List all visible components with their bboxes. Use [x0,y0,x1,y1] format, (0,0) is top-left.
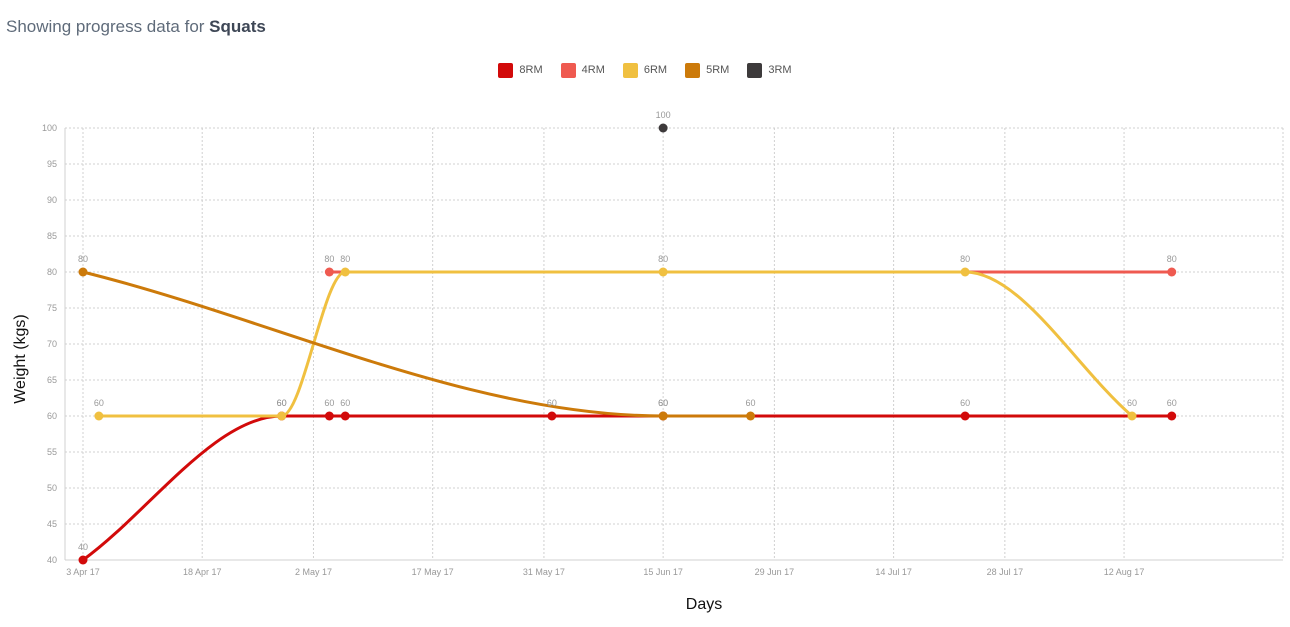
data-label: 60 [547,398,557,408]
legend-label: 5RM [706,64,730,76]
data-point [658,411,668,421]
y-tick-label: 70 [47,339,57,349]
legend-item-8rm[interactable]: 8RM [498,60,543,80]
data-point [1167,411,1177,421]
x-tick-label: 28 Jul 17 [987,567,1024,577]
y-tick-label: 90 [47,195,57,205]
series-6rm [94,267,1137,421]
legend-item-6rm[interactable]: 6RM [622,60,668,80]
legend-swatch [747,62,763,78]
x-tick-label: 29 Jun 17 [755,567,795,577]
data-point [324,411,334,421]
y-tick-label: 45 [47,519,57,529]
data-point [277,411,287,421]
y-tick-label: 65 [47,375,57,385]
data-label: 60 [324,398,334,408]
x-tick-label: 2 May 17 [295,567,332,577]
data-label: 60 [658,398,668,408]
legend-swatch [622,62,638,78]
data-point [658,267,668,277]
legend-label: 8RM [519,64,543,76]
data-label: 60 [340,398,350,408]
data-point [547,411,557,421]
x-tick-label: 12 Aug 17 [1104,567,1145,577]
legend-label: 6RM [643,64,668,76]
data-label: 60 [277,398,287,408]
legend-swatch [685,62,701,78]
data-point [94,411,104,421]
series-3rm [658,123,668,133]
data-label: 80 [960,254,970,264]
data-label: 100 [656,110,671,120]
data-point [960,411,970,421]
data-point [960,267,970,277]
legend-item-4rm[interactable]: 4RM [560,60,605,80]
data-label: 60 [1127,398,1137,408]
x-tick-label: 14 Jul 17 [875,567,912,577]
data-label: 80 [658,254,668,264]
data-label: 60 [94,398,104,408]
y-tick-label: 50 [47,483,57,493]
data-point [78,555,88,565]
data-label: 80 [78,254,88,264]
y-tick-label: 40 [47,555,57,565]
data-point [78,267,88,277]
y-tick-label: 80 [47,267,57,277]
data-point [340,267,350,277]
series-8rm [78,411,1177,565]
data-point [658,123,668,133]
y-tick-label: 60 [47,411,57,421]
legend-swatch [498,62,514,78]
y-tick-label: 95 [47,159,57,169]
chart-legend: 8RM 4RM 6RM 5RM 3RM [0,60,1290,80]
y-tick-label: 100 [42,123,57,133]
x-tick-label: 15 Jun 17 [643,567,683,577]
x-tick-label: 17 May 17 [412,567,454,577]
data-point [324,267,334,277]
data-point [340,411,350,421]
title-prefix: Showing progress data for [6,17,210,36]
data-label: 60 [746,398,756,408]
data-label: 80 [1167,254,1177,264]
data-point [1167,267,1177,277]
data-label: 60 [658,398,668,408]
data-label: 80 [324,254,334,264]
legend-item-3rm[interactable]: 3RM [747,60,792,80]
x-axis-title: Days [686,596,722,613]
data-label: 40 [78,542,88,552]
series-line [81,270,753,418]
x-tick-label: 3 Apr 17 [66,567,100,577]
data-label: 60 [1167,398,1177,408]
y-tick-label: 75 [47,303,57,313]
legend-label: 3RM [768,64,792,76]
x-tick-label: 31 May 17 [523,567,565,577]
y-tick-label: 55 [47,447,57,457]
page-title: Showing progress data for Squats [6,17,266,37]
data-label: 80 [340,254,350,264]
data-label: 60 [960,398,970,408]
data-point [1127,411,1137,421]
legend-label: 4RM [581,64,605,76]
legend-item-5rm[interactable]: 5RM [685,60,729,80]
legend-swatch [560,62,576,78]
data-label: 60 [277,398,287,408]
y-tick-label: 85 [47,231,57,241]
data-point [746,411,756,421]
x-tick-label: 18 Apr 17 [183,567,222,577]
y-axis-title: Weight (kgs) [12,314,29,404]
series-5rm [78,267,756,421]
exercise-name: Squats [209,17,266,36]
